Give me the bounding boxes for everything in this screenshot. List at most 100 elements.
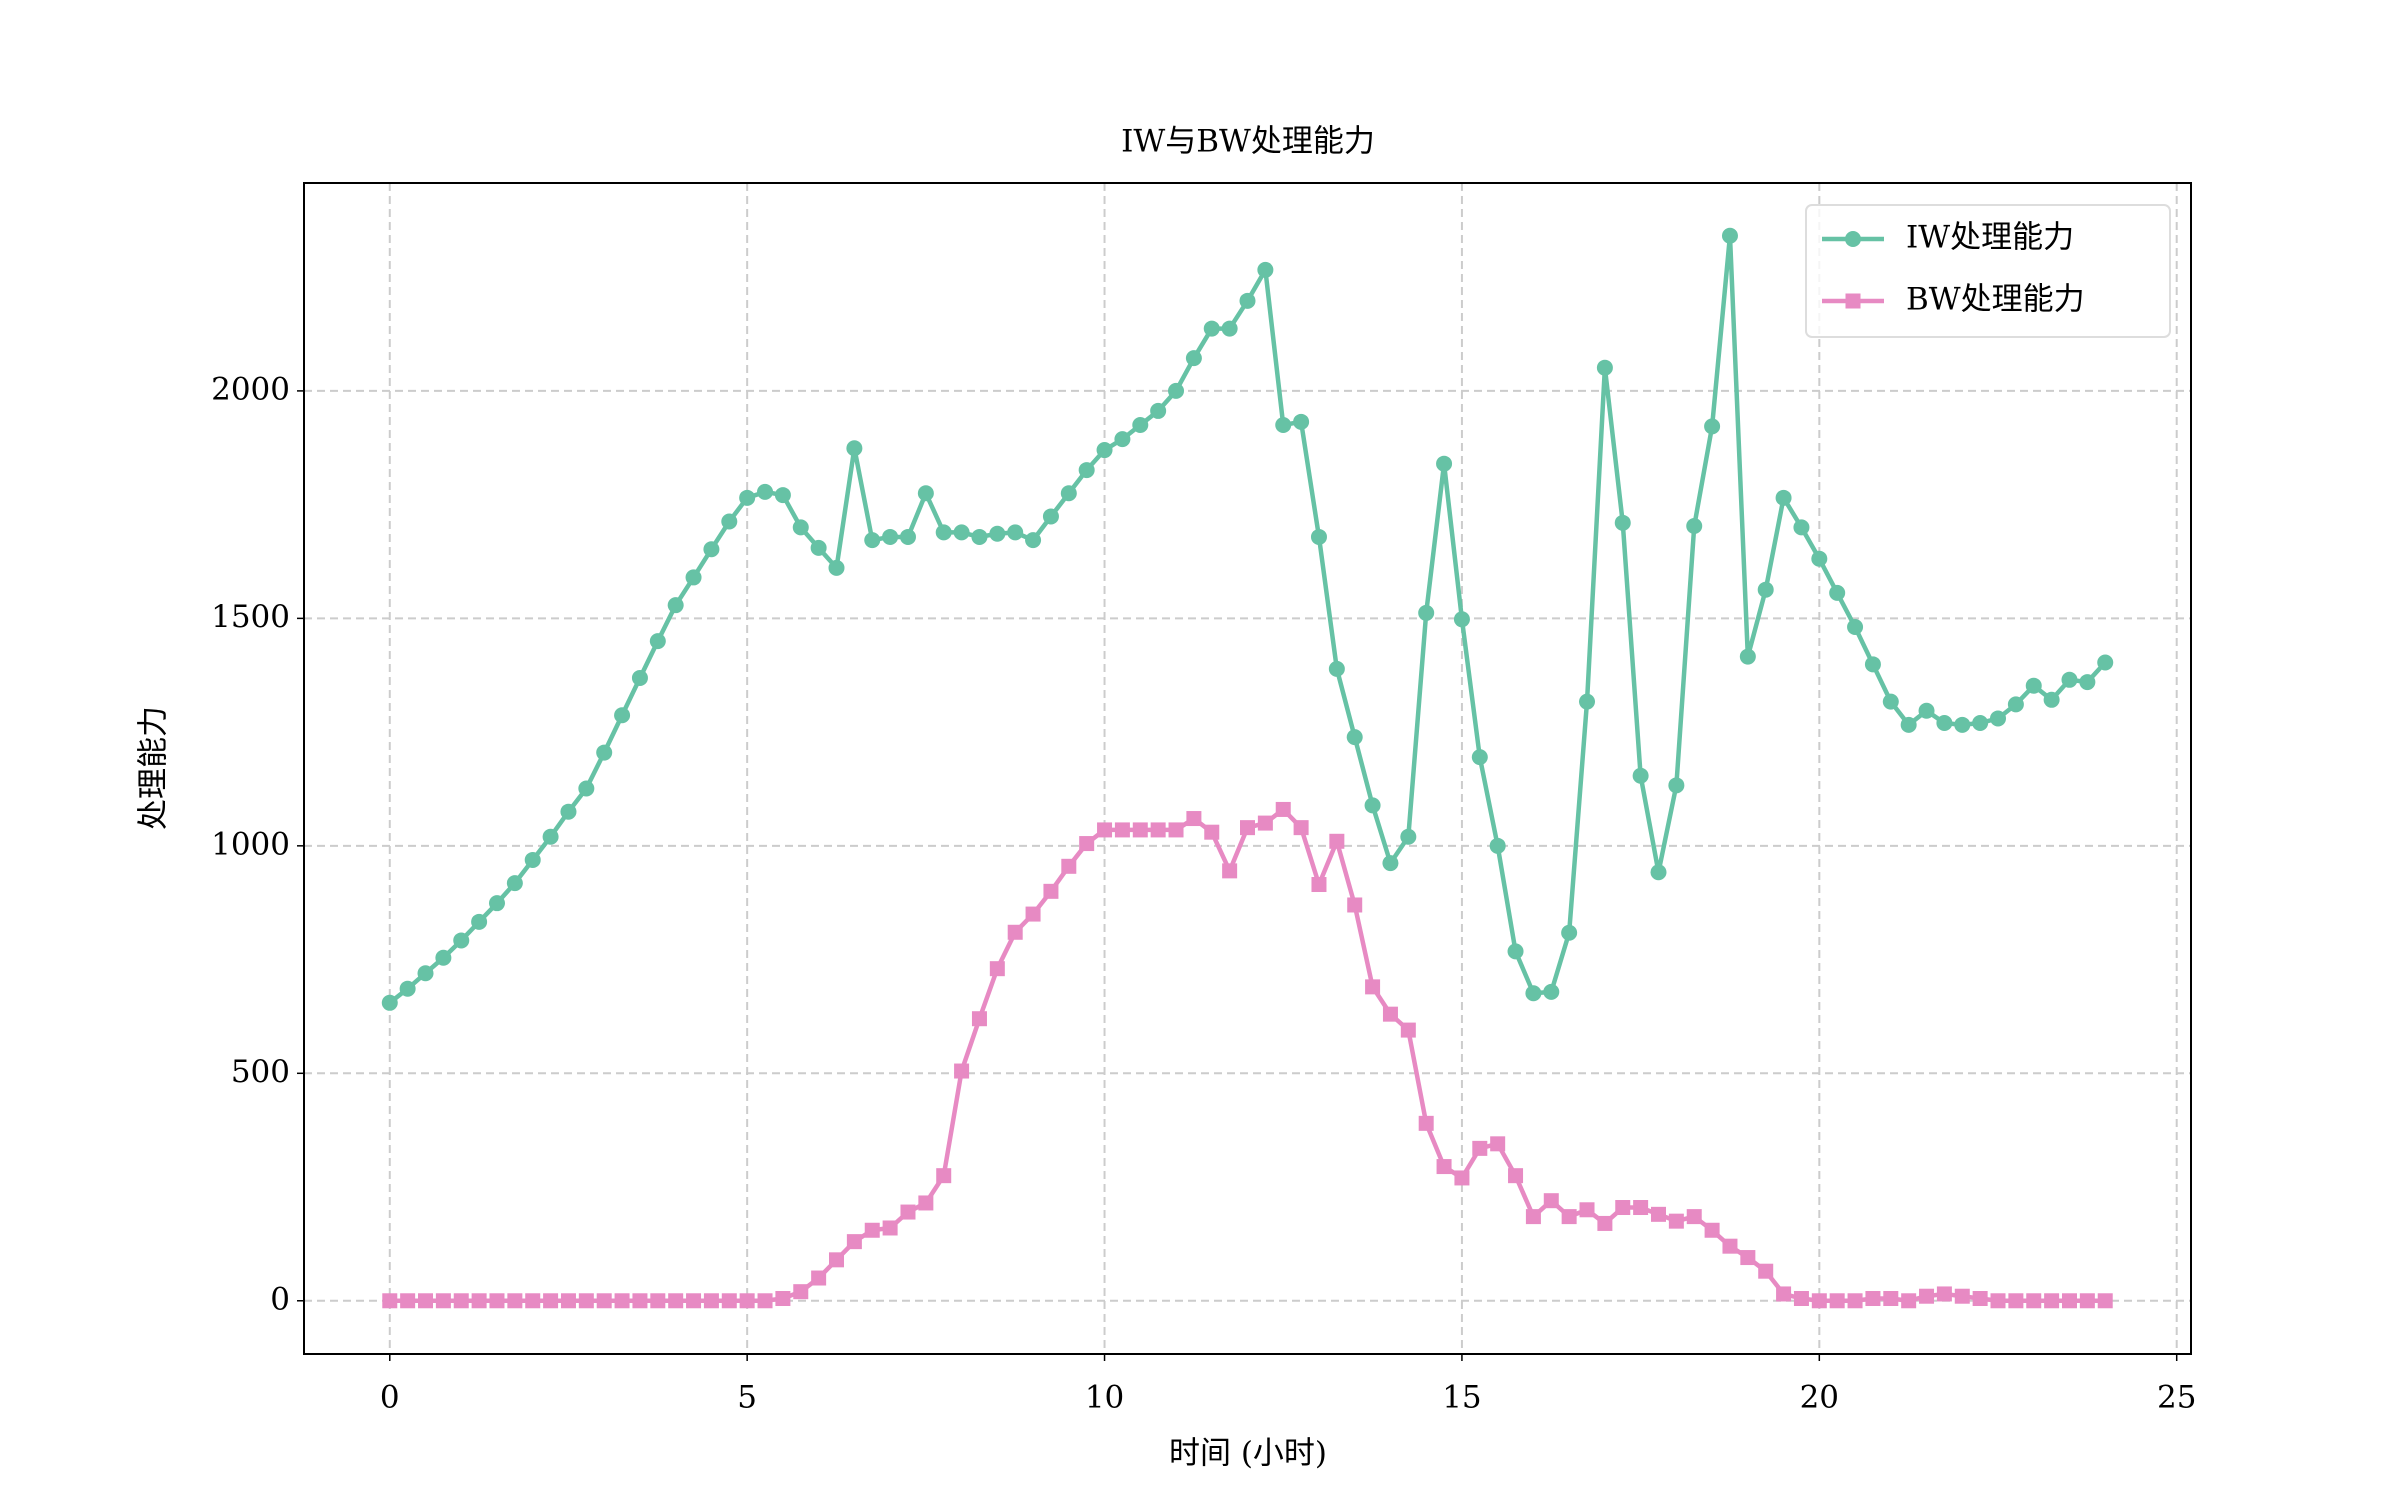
marker bbox=[614, 707, 631, 724]
marker bbox=[1418, 604, 1435, 621]
marker bbox=[1096, 442, 1113, 459]
marker bbox=[525, 1293, 541, 1309]
marker bbox=[1811, 550, 1828, 567]
marker bbox=[1471, 749, 1488, 766]
marker bbox=[435, 1293, 451, 1309]
marker bbox=[882, 528, 899, 545]
marker bbox=[1632, 767, 1649, 784]
marker bbox=[1864, 656, 1881, 673]
marker bbox=[1042, 508, 1059, 525]
marker bbox=[2007, 696, 2024, 713]
marker bbox=[846, 440, 863, 457]
marker bbox=[507, 1293, 523, 1309]
marker bbox=[1436, 1159, 1452, 1175]
marker bbox=[1579, 1202, 1595, 1218]
marker bbox=[2061, 1293, 2077, 1309]
marker bbox=[954, 1063, 970, 1079]
marker bbox=[1061, 858, 1077, 874]
marker bbox=[1633, 1200, 1649, 1216]
marker bbox=[989, 961, 1005, 977]
chart-title: IW与BW处理能力 bbox=[1121, 124, 1375, 160]
marker bbox=[453, 932, 470, 949]
marker bbox=[1901, 1293, 1917, 1309]
marker bbox=[560, 803, 577, 820]
marker bbox=[400, 1293, 416, 1309]
marker bbox=[1597, 1215, 1613, 1231]
marker bbox=[1114, 822, 1130, 838]
marker bbox=[1596, 359, 1613, 376]
marker bbox=[1615, 1200, 1631, 1216]
marker bbox=[935, 524, 952, 541]
marker bbox=[668, 1293, 684, 1309]
marker bbox=[1847, 1293, 1863, 1309]
marker bbox=[1239, 292, 1256, 309]
marker bbox=[811, 1270, 827, 1286]
marker bbox=[774, 487, 791, 504]
marker bbox=[1686, 518, 1703, 535]
marker bbox=[1936, 1286, 1952, 1302]
marker bbox=[1811, 1293, 1827, 1309]
marker bbox=[631, 669, 648, 686]
marker bbox=[900, 1204, 916, 1220]
marker bbox=[1328, 660, 1345, 677]
marker bbox=[1382, 1006, 1398, 1022]
marker bbox=[381, 994, 398, 1011]
marker bbox=[1882, 693, 1899, 710]
marker bbox=[2025, 677, 2042, 694]
marker bbox=[1845, 293, 1861, 309]
marker bbox=[1454, 1170, 1470, 1186]
x-tick-label: 5 bbox=[737, 1380, 757, 1416]
marker bbox=[1060, 485, 1077, 502]
marker bbox=[793, 1284, 809, 1300]
marker bbox=[1847, 619, 1864, 636]
legend-label: IW处理能力 bbox=[1906, 220, 2074, 256]
marker bbox=[543, 1293, 559, 1309]
marker bbox=[1507, 943, 1524, 960]
marker bbox=[1400, 828, 1417, 845]
marker bbox=[1203, 320, 1220, 337]
marker bbox=[864, 1222, 880, 1238]
marker bbox=[1686, 1209, 1702, 1225]
y-axis-label: 处理能力 bbox=[136, 706, 172, 830]
marker bbox=[1043, 883, 1059, 899]
marker bbox=[1668, 1213, 1684, 1229]
marker bbox=[1919, 1288, 1935, 1304]
marker bbox=[1990, 1293, 2006, 1309]
marker bbox=[864, 532, 881, 549]
marker bbox=[899, 528, 916, 545]
marker bbox=[489, 1293, 505, 1309]
x-tick-label: 20 bbox=[1800, 1380, 1839, 1416]
x-tick-label: 10 bbox=[1085, 1380, 1124, 1416]
marker bbox=[1757, 581, 1774, 598]
marker bbox=[488, 895, 505, 912]
marker bbox=[792, 519, 809, 536]
marker bbox=[1883, 1290, 1899, 1306]
marker bbox=[649, 633, 666, 650]
plot-frame bbox=[303, 182, 2192, 1355]
marker bbox=[1168, 382, 1185, 399]
marker bbox=[1793, 519, 1810, 536]
marker bbox=[1561, 1209, 1577, 1225]
marker bbox=[542, 828, 559, 845]
marker bbox=[829, 1252, 845, 1268]
marker bbox=[471, 1293, 487, 1309]
marker bbox=[1704, 1222, 1720, 1238]
marker bbox=[1865, 1290, 1881, 1306]
marker bbox=[614, 1293, 630, 1309]
marker bbox=[1382, 855, 1399, 872]
marker bbox=[1954, 1288, 1970, 1304]
marker bbox=[1954, 716, 1971, 733]
marker bbox=[506, 875, 523, 892]
marker bbox=[1829, 584, 1846, 601]
marker bbox=[578, 780, 595, 797]
marker bbox=[1186, 811, 1202, 827]
marker bbox=[989, 525, 1006, 542]
marker bbox=[1097, 822, 1113, 838]
marker bbox=[1668, 777, 1685, 794]
legend-box bbox=[1805, 204, 2171, 338]
marker bbox=[686, 1293, 702, 1309]
marker bbox=[578, 1293, 594, 1309]
marker bbox=[685, 569, 702, 586]
marker bbox=[1775, 489, 1792, 506]
